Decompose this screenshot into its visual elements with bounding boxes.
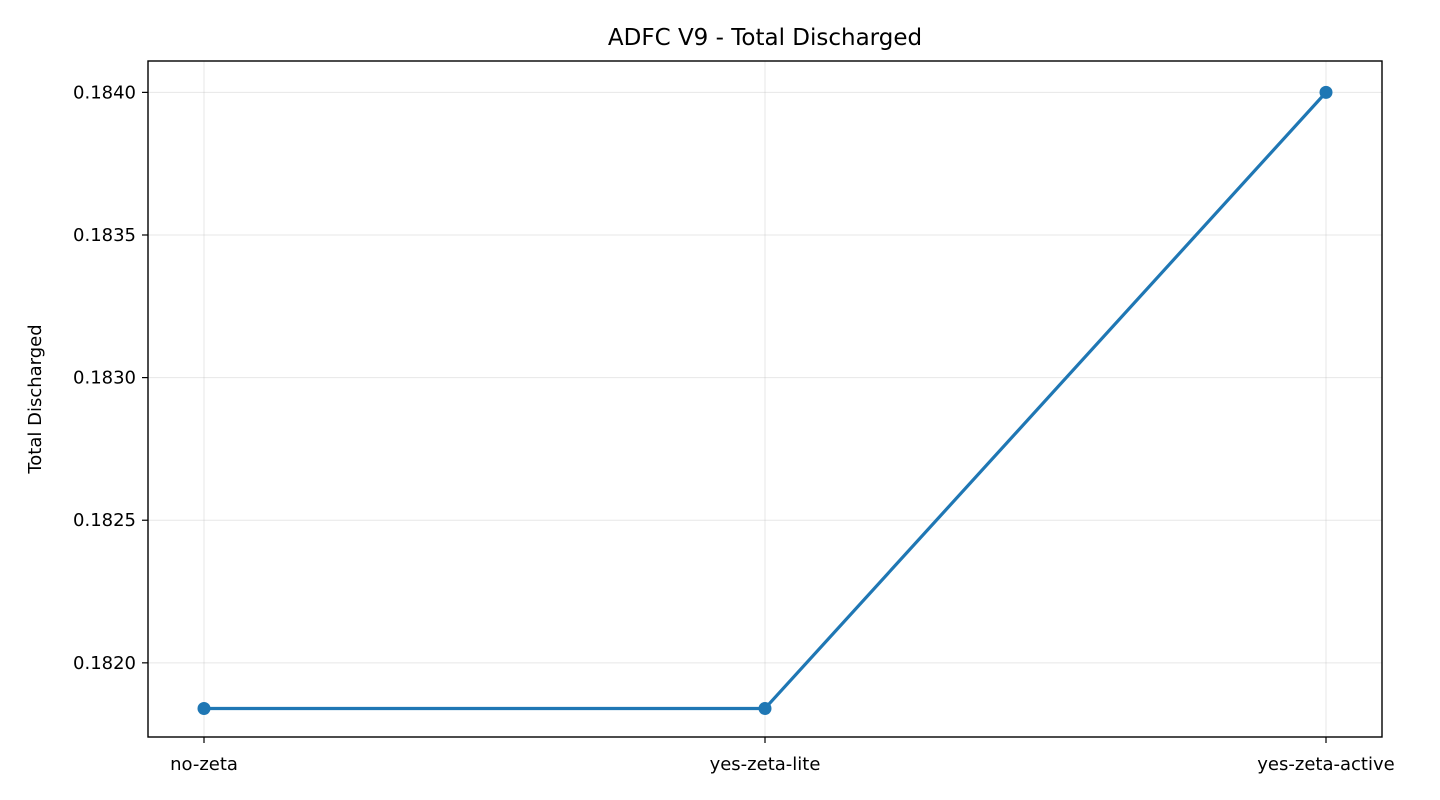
data-point bbox=[197, 701, 211, 715]
grid bbox=[148, 61, 1382, 737]
series-layer bbox=[197, 85, 1333, 715]
chart-title: ADFC V9 - Total Discharged bbox=[608, 25, 922, 51]
y-tick-label: 0.1820 bbox=[73, 653, 136, 674]
ticks: 0.1820 0.1825 0.1830 0.1835 0.1840 no-zeta yes… bbox=[73, 82, 1395, 775]
y-tick-label: 0.1830 bbox=[73, 368, 136, 389]
y-axis-label: Total Discharged bbox=[25, 324, 46, 474]
y-tick-label: 0.1825 bbox=[73, 510, 136, 531]
data-point bbox=[758, 701, 772, 715]
data-point bbox=[1319, 85, 1333, 99]
x-tick-label: yes-zeta-lite bbox=[710, 754, 821, 775]
x-tick-label: no-zeta bbox=[170, 754, 238, 775]
y-tick-label: 0.1835 bbox=[73, 225, 136, 246]
x-tick-label: yes-zeta-active bbox=[1257, 754, 1394, 775]
y-tick-label: 0.1840 bbox=[73, 82, 136, 103]
